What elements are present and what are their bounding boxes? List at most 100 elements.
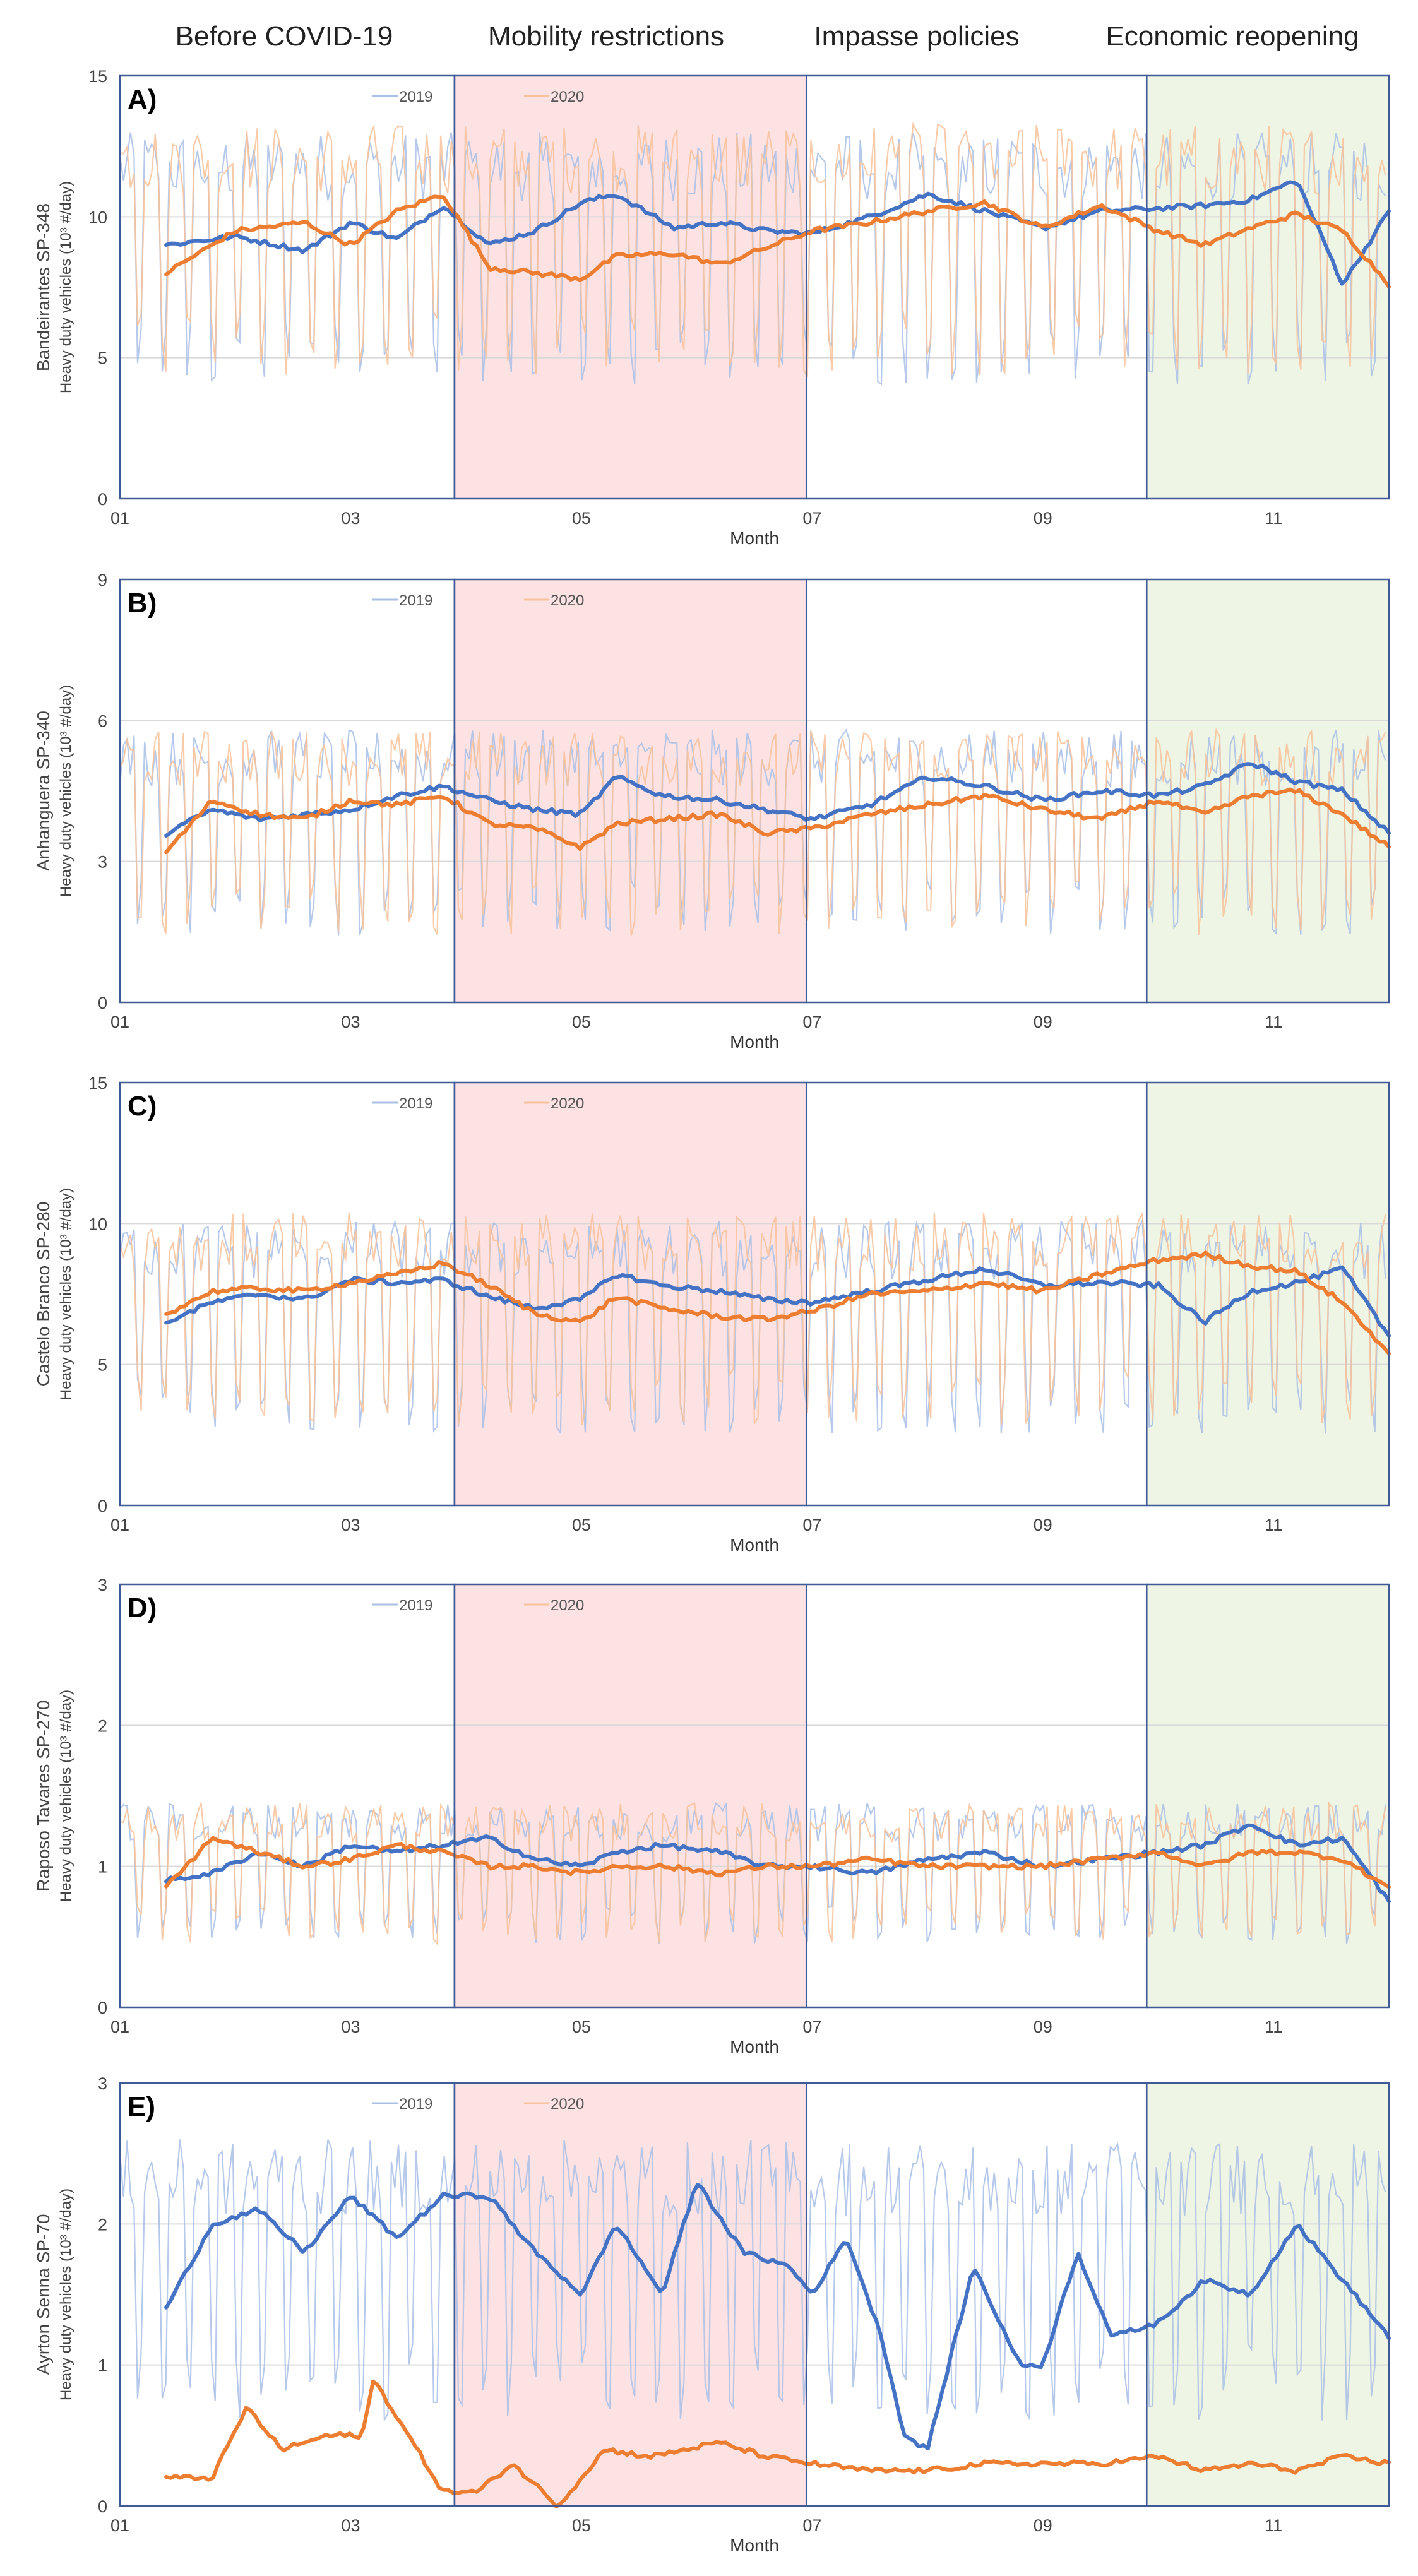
period-frame <box>119 74 456 500</box>
period-frame <box>119 1583 456 2009</box>
y-tick-label: 0 <box>98 994 107 1012</box>
x-tick-label: 09 <box>1034 509 1052 528</box>
x-tick-label: 07 <box>802 2516 821 2535</box>
mobility-restrictions-shade <box>454 1584 807 2007</box>
y-tick-label: 6 <box>98 711 107 730</box>
period-header-reopening: Economic reopening <box>1105 21 1359 52</box>
y-tick-label: 3 <box>98 853 107 872</box>
legend-label-2019: 2019 <box>399 2096 432 2113</box>
x-tick-label: 05 <box>572 1012 591 1031</box>
series-2020-daily-line <box>119 1211 1386 1426</box>
series-2020-moving-average-line <box>164 787 1391 855</box>
period-frame <box>119 1081 456 1507</box>
y-axis-label: Anhanguera SP-340 <box>33 711 53 871</box>
panel-label: B) <box>128 588 157 619</box>
legend-label-2019: 2019 <box>399 88 432 105</box>
x-tick-label: 05 <box>572 509 591 528</box>
panel-label: D) <box>128 1593 157 1623</box>
series-2020-moving-average-line <box>164 1836 1391 1889</box>
y-axis-label: Castelo Branco SP-280 <box>33 1202 53 1387</box>
y-tick-label: 0 <box>98 2497 107 2516</box>
period-frame <box>1146 578 1390 1004</box>
legend-label-2020: 2020 <box>551 1095 584 1112</box>
x-tick-label: 11 <box>1265 509 1282 528</box>
y-tick-label: 0 <box>98 1998 107 2017</box>
x-axis-label: Month <box>730 1032 779 1052</box>
x-tick-label: 03 <box>341 1516 360 1534</box>
mobility-restrictions-shade <box>454 1083 807 1505</box>
x-tick-label: 05 <box>572 2017 591 2036</box>
y-tick-label: 9 <box>98 571 107 590</box>
x-tick-label: 09 <box>1034 2017 1052 2036</box>
panel-label: A) <box>128 84 157 115</box>
y-axis-label: Ayrton Senna SP-70 <box>33 2214 53 2375</box>
mobility-restrictions-shade <box>454 2083 807 2506</box>
legend: 2019 2020 <box>372 2096 584 2113</box>
legend-label-2019: 2019 <box>399 592 432 609</box>
period-frame <box>1146 2082 1390 2507</box>
economic-reopening-shade <box>1147 2083 1389 2506</box>
x-tick-label: 11 <box>1265 2017 1282 2036</box>
legend: 2019 2020 <box>372 88 584 105</box>
y-axis-label: Bandeirantes SP-348 <box>33 203 53 371</box>
legend: 2019 2020 <box>372 1095 584 1112</box>
period-header-before: Before COVID-19 <box>176 21 393 52</box>
economic-reopening-shade <box>1147 1083 1389 1505</box>
series-2020-moving-average-line <box>164 194 1391 289</box>
y-tick-label: 15 <box>88 1074 107 1093</box>
x-tick-label: 09 <box>1034 2516 1052 2535</box>
series-2020-daily-line <box>119 1801 1386 1946</box>
x-axis-label: Month <box>730 2037 779 2057</box>
x-tick-label: 11 <box>1265 1012 1282 1031</box>
x-tick-label: 07 <box>802 1012 821 1031</box>
x-tick-label: 01 <box>110 509 129 528</box>
x-tick-label: 01 <box>110 1012 129 1031</box>
y-tick-label: 10 <box>88 208 107 227</box>
series-2020-daily-line <box>119 122 1386 378</box>
x-tick-label: 05 <box>572 1516 591 1534</box>
legend-label-2019: 2019 <box>399 1095 432 1112</box>
legend-label-2019: 2019 <box>399 1597 432 1614</box>
x-tick-label: 09 <box>1034 1012 1052 1031</box>
x-tick-label: 09 <box>1034 1516 1052 1534</box>
y-tick-label: 0 <box>98 1497 107 1516</box>
series-2020-moving-average-line <box>164 2379 1391 2509</box>
legend-label-2020: 2020 <box>551 88 584 105</box>
x-tick-label: 11 <box>1265 2516 1282 2535</box>
x-axis-label: Month <box>730 528 779 548</box>
period-frame <box>119 2082 456 2507</box>
x-tick-label: 03 <box>341 509 360 528</box>
series-2020-moving-average-line <box>164 1250 1391 1356</box>
series-2019-moving-average-line <box>164 2183 1391 2451</box>
y-tick-label: 5 <box>98 1356 107 1375</box>
x-tick-label: 07 <box>802 509 821 528</box>
period-frame <box>1146 1081 1390 1507</box>
period-header-impasse: Impasse policies <box>814 21 1019 52</box>
y-tick-label: 1 <box>98 1858 107 1877</box>
y-axis-unit-label: Heavy duty vehicles (10³ #/day) <box>57 2188 74 2401</box>
y-tick-label: 0 <box>98 490 107 509</box>
x-tick-label: 11 <box>1265 1516 1282 1534</box>
x-tick-label: 05 <box>572 2516 591 2535</box>
x-tick-label: 03 <box>341 2516 360 2535</box>
x-tick-label: 01 <box>110 2516 129 2535</box>
period-frame <box>119 578 456 1004</box>
x-tick-label: 07 <box>802 1516 821 1534</box>
panel-label: C) <box>128 1091 157 1122</box>
y-tick-label: 1 <box>98 2356 107 2375</box>
y-axis-unit-label: Heavy duty vehicles (10³ #/day) <box>57 1188 74 1400</box>
y-axis-unit-label: Heavy duty vehicles (10³ #/day) <box>57 1690 74 1902</box>
economic-reopening-shade <box>1147 1584 1389 2007</box>
x-tick-label: 03 <box>341 2017 360 2036</box>
x-tick-label: 01 <box>110 2017 129 2036</box>
series-2019-moving-average-line <box>164 1265 1391 1338</box>
y-tick-label: 10 <box>88 1214 107 1233</box>
period-header-mobility: Mobility restrictions <box>488 21 724 52</box>
x-axis-label: Month <box>730 2536 779 2555</box>
series-2020-daily-line <box>119 728 1386 936</box>
x-tick-label: 03 <box>341 1012 360 1031</box>
